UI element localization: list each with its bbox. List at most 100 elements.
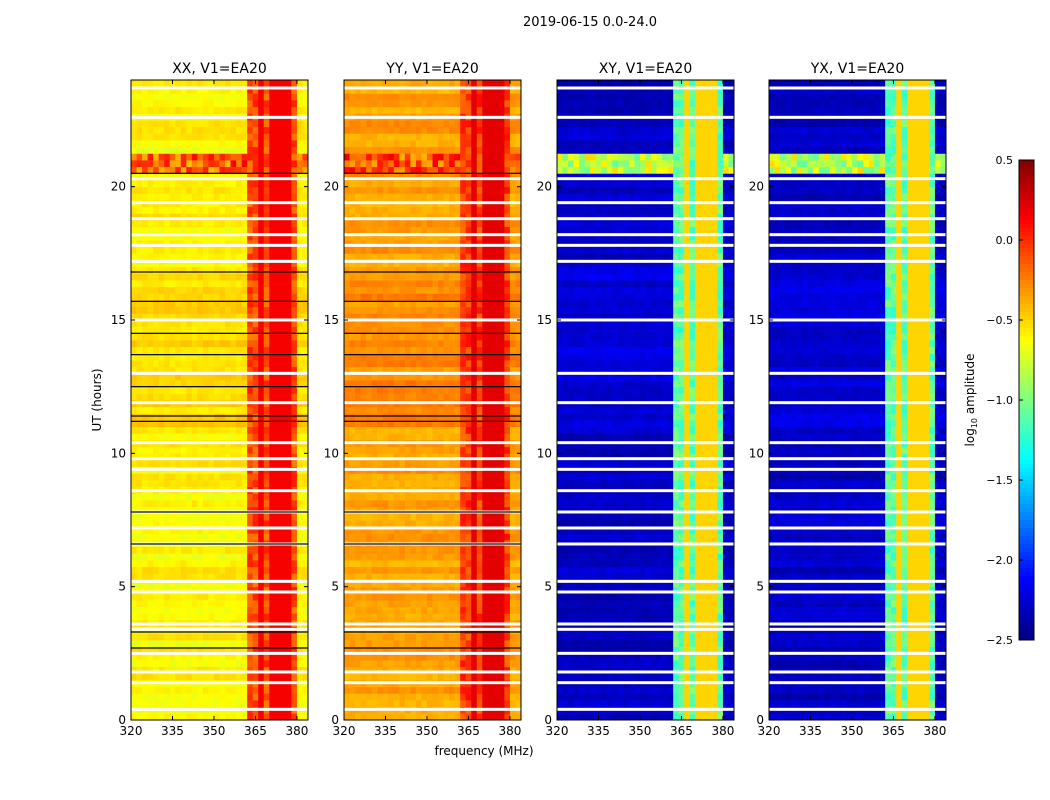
heatmap-cell [291,553,298,561]
heatmap-cell [252,313,259,321]
heatmap-cell [213,260,220,268]
heatmap-cell [344,673,350,681]
heatmap-cell [263,586,270,594]
heatmap-cell [202,573,209,581]
heatmap-cell [164,713,171,721]
heatmap-cell [476,406,483,414]
heatmap-cell [153,566,160,574]
heatmap-cell [158,233,165,241]
heatmap-cell [236,420,243,428]
heatmap-cell [388,473,395,481]
heatmap-cell [147,313,154,321]
heatmap-cell [153,453,160,461]
heatmap-cell [465,460,472,468]
heatmap-cell [476,366,483,374]
heatmap-cell [355,406,361,414]
heatmap-cell [208,700,215,708]
heatmap-cell [482,386,489,394]
heatmap-cell [247,320,254,328]
heatmap-cell [371,406,378,414]
heatmap-cell [263,153,270,161]
heatmap-cell [153,686,160,694]
heatmap-cell [280,560,287,568]
heatmap-cell [175,493,182,501]
heatmap-cell [415,640,422,648]
heatmap-cell [252,293,259,301]
heatmap-cell [197,393,204,401]
heatmap-cell [186,480,193,488]
heatmap-cell [388,520,395,528]
heatmap-cell [164,220,171,228]
heatmap-cell [476,573,483,581]
heatmap-cell [280,566,287,574]
heatmap-cell [225,100,231,108]
heatmap-cell [487,666,494,674]
heatmap-cell [302,520,309,528]
heatmap-cell [377,406,384,414]
heatmap-cell [241,586,248,594]
heatmap-cell [169,406,176,414]
heatmap-cell [504,573,511,581]
heatmap-cell [142,273,148,281]
heatmap-cell [153,700,160,708]
heatmap-cell [247,220,254,228]
heatmap-cell [230,246,237,254]
heatmap-cell [426,613,433,621]
heatmap-cell [202,193,209,201]
heatmap-cell [382,373,389,381]
heatmap-cell [443,606,450,614]
heatmap-cell [460,640,467,648]
heatmap-cell [388,413,395,421]
heatmap-cell [158,160,165,168]
heatmap-cell [180,166,187,174]
heatmap-cell [153,266,160,274]
heatmap-cell [153,120,160,128]
heatmap-cell [136,380,143,388]
heatmap-cell [285,513,292,521]
heatmap-cell [191,600,198,608]
heatmap-cell [225,153,231,161]
heatmap-cell [208,233,215,241]
heatmap-cell [208,333,215,341]
heatmap-cell [449,686,456,694]
heatmap-cell [274,80,281,88]
heatmap-cell [247,453,254,461]
heatmap-cell [197,366,204,374]
heatmap-cell [186,193,193,201]
heatmap-cell [225,453,231,461]
heatmap-cell [355,673,361,681]
heatmap-cell [208,666,215,674]
heatmap-cell [147,406,154,414]
heatmap-cell [164,226,171,234]
heatmap-cell [382,553,389,561]
heatmap-cell [399,673,406,681]
heatmap-cell [487,560,494,568]
heatmap-cell [393,380,400,388]
heatmap-cell [230,473,237,481]
heatmap-cell [164,580,171,588]
heatmap-cell [230,240,237,248]
heatmap-cell [247,406,254,414]
heatmap-cell [302,280,309,288]
heatmap-cell [388,666,395,674]
heatmap-cell [197,586,204,594]
heatmap-cell [432,346,439,354]
heatmap-cell [285,293,292,301]
heatmap-cell [142,253,148,261]
heatmap-cell [169,520,176,528]
heatmap-cell [230,193,237,201]
heatmap-cell [344,380,350,388]
heatmap-cell [186,80,193,88]
heatmap-cell [191,566,198,574]
heatmap-cell [476,633,483,641]
heatmap-cell [504,713,511,721]
heatmap-cell [371,506,378,514]
heatmap-cell [263,553,270,561]
heatmap-cell [225,560,231,568]
heatmap-cell [449,713,456,721]
heatmap-cell [504,700,511,708]
heatmap-cell [142,226,148,234]
heatmap-cell [454,480,461,488]
heatmap-cell [142,213,148,221]
heatmap-cell [349,533,356,541]
